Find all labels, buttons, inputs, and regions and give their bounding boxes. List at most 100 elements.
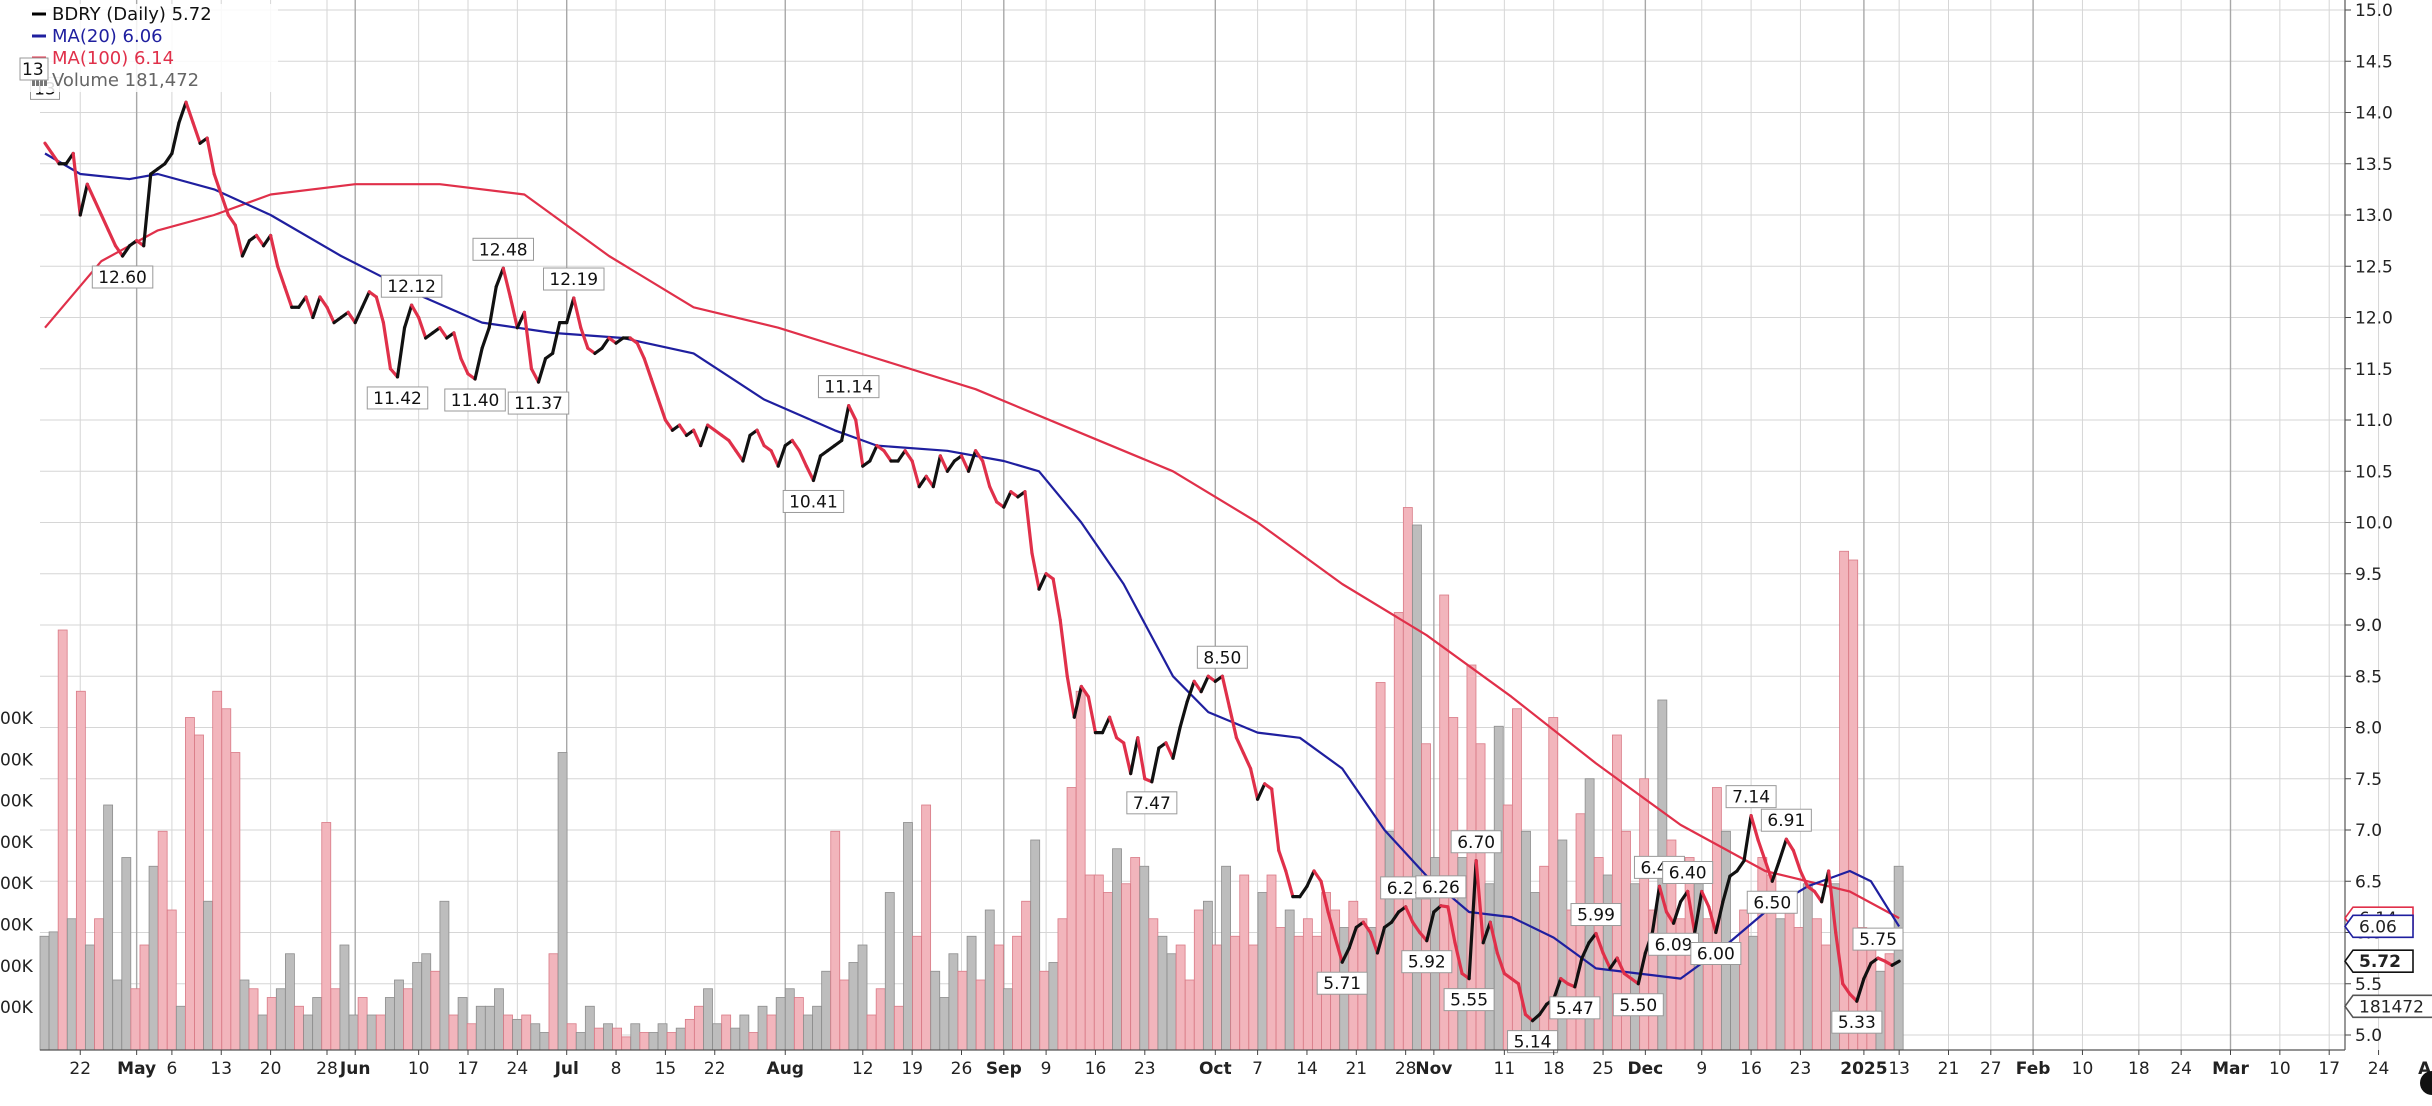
x-tick-label: Nov (1415, 1059, 1452, 1079)
price-segment (1220, 674, 1232, 709)
volume-bar (1721, 830, 1731, 1051)
volume-bar (512, 1018, 523, 1051)
volume-bar (1230, 935, 1241, 1051)
price-segment (896, 449, 907, 463)
y-tick-label: 13.5 (2355, 155, 2393, 175)
volume-bar (75, 690, 86, 1051)
volume-tick-label: 00K (0, 998, 34, 1018)
price-segment (938, 454, 950, 473)
volume-bar (866, 1014, 877, 1051)
price-segment (1537, 1002, 1549, 1017)
x-tick-label: 8 (611, 1059, 622, 1079)
annotation-box (1196, 645, 1248, 669)
volume-bar (748, 1032, 759, 1051)
last-value-tag (2344, 994, 2432, 1019)
price-segment (981, 459, 992, 489)
ma20-line (44, 152, 1901, 980)
volume-bar (1093, 874, 1104, 1051)
price-segment (840, 404, 851, 443)
date-axis: 22 May 6 13 20 28 Jun 10 17 24 Jul 8 15 22 Aug 12 19 26 Se… (40, 1049, 2432, 1079)
price-segment (120, 244, 132, 258)
volume-bar (194, 734, 204, 1051)
volume-icon-bar (32, 80, 35, 86)
annotation-label: 5.92 (1408, 953, 1446, 973)
volume-bar (457, 997, 468, 1051)
x-tick-label: 21 (1938, 1059, 1960, 1079)
x-tick-label: Jul (554, 1059, 579, 1079)
volume-bar (984, 909, 995, 1051)
volume-bar (857, 944, 868, 1051)
volume-bar (848, 962, 859, 1051)
x-tick-label: 7 (1252, 1059, 1263, 1079)
price-segment (1784, 837, 1796, 853)
legend-entry: BDRY (Daily) 5.72 (52, 4, 212, 25)
price-segment (353, 305, 364, 325)
volume-bar (412, 962, 423, 1051)
volume-bar (185, 717, 195, 1051)
price-segment (71, 151, 82, 217)
price-segment (945, 459, 957, 473)
price-segment (113, 244, 125, 258)
volume-bar (1302, 918, 1313, 1051)
volume-bar (321, 822, 332, 1051)
price-segment (1488, 920, 1499, 955)
annotation-label: 10.41 (789, 492, 838, 512)
volume-bar (175, 1005, 186, 1051)
annotation-box (1450, 830, 1502, 854)
price-segment (1023, 490, 1034, 555)
annotation-box (1612, 993, 1664, 1017)
volume-tick-label: 00K (0, 916, 34, 936)
volume-bar (1757, 857, 1768, 1051)
volume-bar (421, 953, 432, 1051)
volume-bar (830, 830, 841, 1051)
price-segment (1827, 869, 1838, 935)
volume-bar (212, 690, 223, 1051)
volume-bar (1048, 962, 1059, 1051)
volume-bar (993, 944, 1004, 1051)
annotation-label: 12.19 (549, 270, 598, 290)
price-segment (374, 295, 385, 325)
annotation-box (1316, 971, 1368, 995)
annotation-box (1746, 890, 1798, 914)
volume-bar (921, 804, 932, 1051)
x-tick-label: Jun (339, 1059, 371, 1079)
price-segment (1791, 848, 1803, 873)
annotation-label: 6.91 (1767, 811, 1805, 831)
price-segment (1241, 751, 1253, 771)
price-segment (1065, 674, 1076, 719)
price-segment (1798, 869, 1810, 888)
x-tick-label: 23 (1134, 1059, 1156, 1079)
x-tick-label: 17 (2318, 1059, 2340, 1079)
price-segment (1255, 782, 1267, 801)
last-value-label: 181472 (2359, 997, 2424, 1017)
volume-tick-label: 00K (0, 957, 34, 977)
price-segment (600, 336, 611, 350)
price-segment (1700, 889, 1711, 909)
x-tick-label: 22 (704, 1059, 726, 1079)
y-tick-label: 10.5 (2355, 462, 2393, 482)
volume-bar (1039, 970, 1050, 1051)
volume-bar (1012, 935, 1022, 1051)
x-tick-label: 25 (1592, 1059, 1614, 1079)
price-segment (1756, 838, 1767, 863)
volume-bar (1103, 892, 1113, 1051)
price-segment (142, 172, 153, 248)
price-segment (790, 438, 801, 453)
volume-bar (66, 918, 77, 1051)
annotation-label: 6.40 (1669, 864, 1707, 884)
price-segment (1079, 684, 1091, 699)
price-segment (297, 295, 308, 309)
y-tick-label: 9.5 (2355, 565, 2382, 585)
annotation-box (366, 386, 429, 410)
volume-bar (112, 979, 123, 1051)
annotation-box (1570, 903, 1622, 927)
volume-bar (1530, 892, 1540, 1051)
x-tick-label: 2025 (1840, 1059, 1887, 1079)
price-segment (1587, 931, 1598, 945)
volume-bar (539, 1032, 550, 1051)
price-segment (43, 141, 54, 156)
volume-bar (1884, 953, 1895, 1051)
volume-bar (85, 944, 95, 1051)
